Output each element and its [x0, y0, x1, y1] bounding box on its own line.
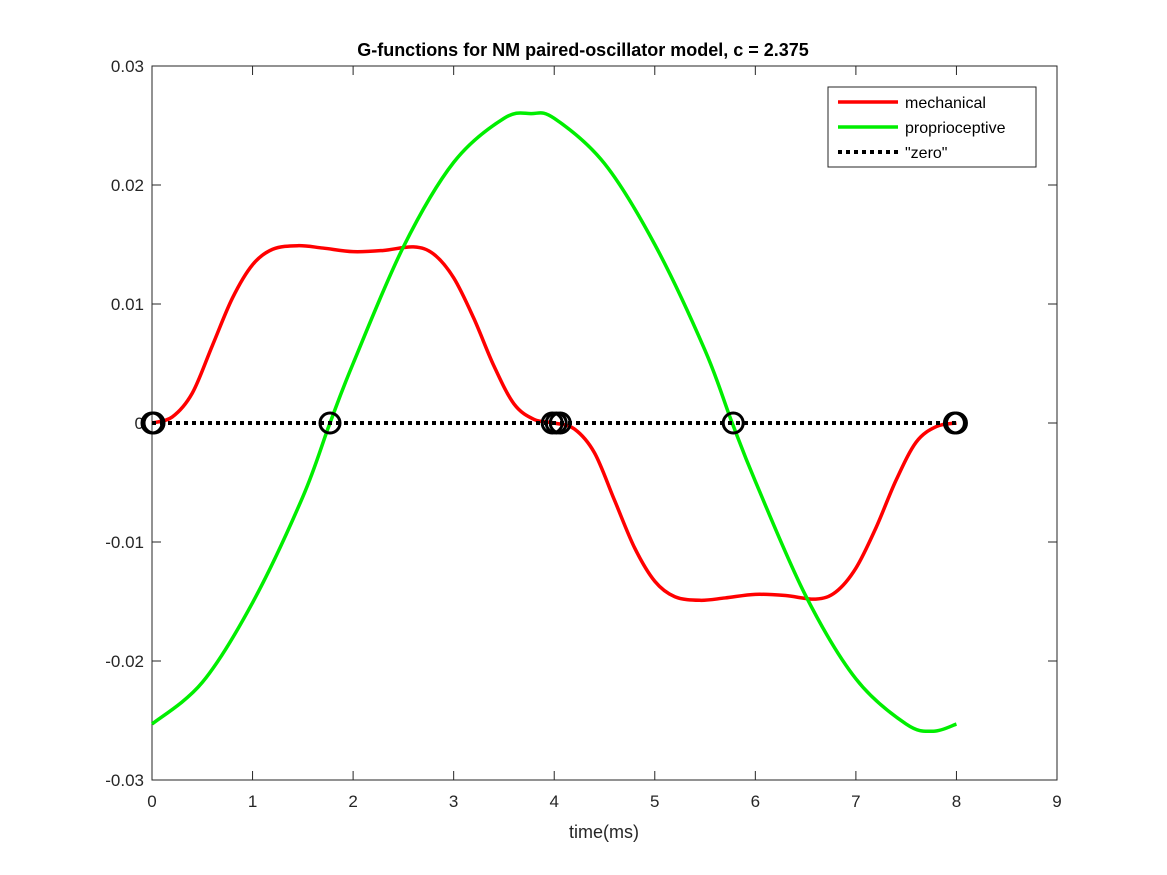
zero-marker: [721, 411, 745, 435]
zero-marker: [944, 411, 968, 435]
legend-label: proprioceptive: [905, 120, 1006, 137]
axis-ticks: 0 1 2 3 4 5 6 7 8 9 -0.03 -0.02 -0.01 0 0.01 0.02 0.03: [105, 57, 1061, 811]
x-tick-label: 1: [248, 792, 257, 811]
x-tick-label: 7: [851, 792, 860, 811]
legend: mechanical proprioceptive "zero": [827, 86, 1037, 168]
legend-label: mechanical: [905, 95, 986, 112]
chart-title: G-functions for NM paired-oscillator mod…: [357, 40, 809, 60]
x-tick-label: 5: [650, 792, 659, 811]
zero-marker: [142, 411, 166, 435]
x-axis-label: time(ms): [569, 822, 639, 842]
x-tick-label: 6: [751, 792, 760, 811]
x-tick-label: 3: [449, 792, 458, 811]
y-tick-label: 0: [135, 414, 144, 433]
x-tick-label: 4: [549, 792, 558, 811]
y-tick-label: -0.03: [105, 771, 144, 790]
y-tick-label: 0.01: [111, 295, 144, 314]
x-tick-label: 8: [952, 792, 961, 811]
series-line-1: [150, 111, 958, 734]
y-tick-label: 0.03: [111, 57, 144, 76]
zero-marker: [318, 411, 342, 435]
x-tick-label: 2: [348, 792, 357, 811]
y-tick-label: 0.02: [111, 176, 144, 195]
y-tick-label: -0.02: [105, 652, 144, 671]
x-tick-label: 9: [1052, 792, 1061, 811]
y-tick-label: -0.01: [105, 533, 144, 552]
zero-markers: [140, 411, 968, 435]
x-tick-label: 0: [147, 792, 156, 811]
legend-label: "zero": [905, 145, 947, 162]
series-lines: [150, 111, 958, 734]
zero-marker: [548, 411, 572, 435]
